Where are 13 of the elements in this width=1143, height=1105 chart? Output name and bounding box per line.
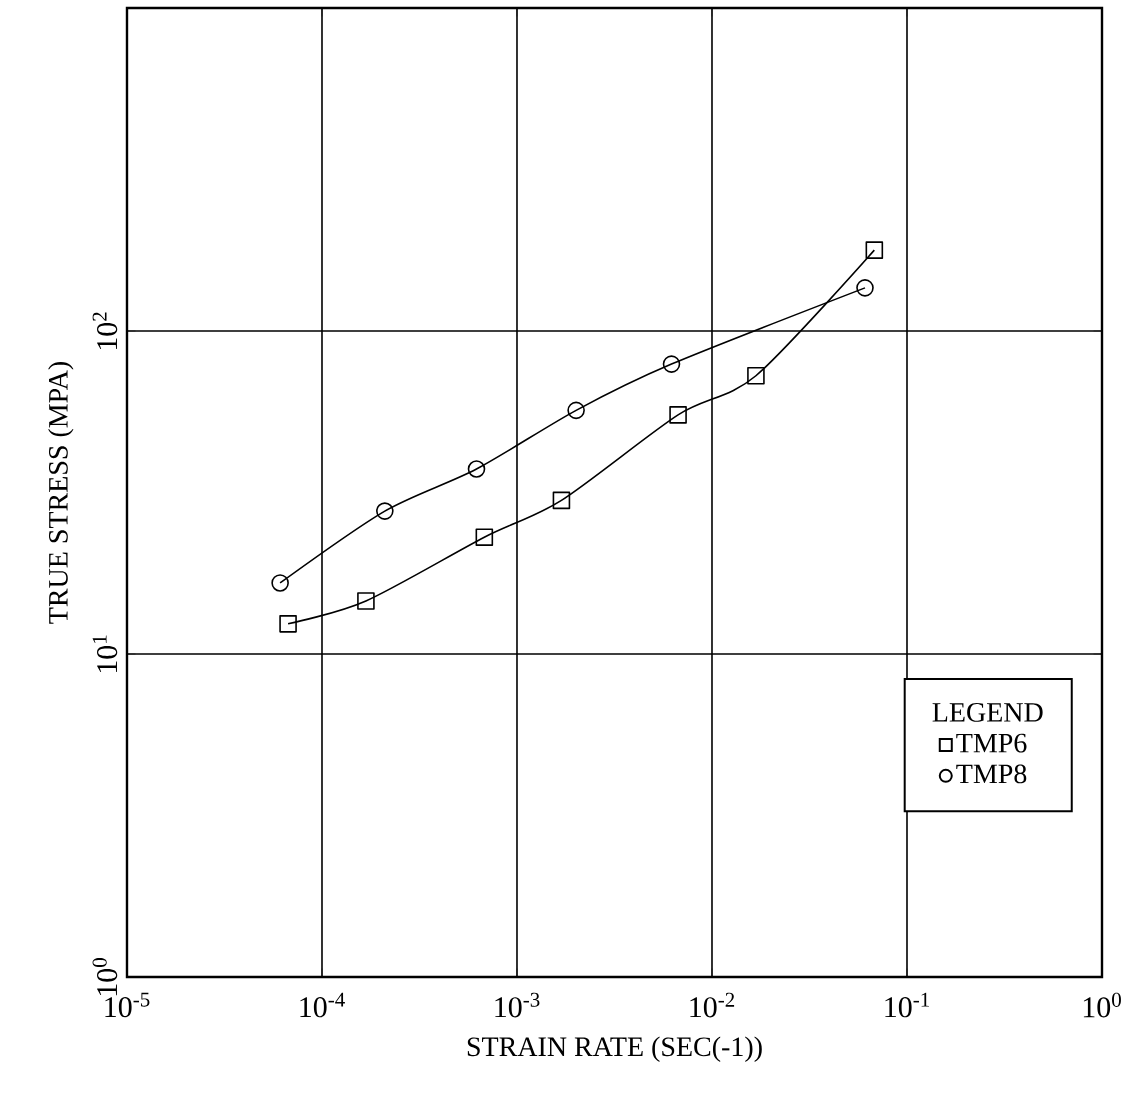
x-tick-label: 10$^{-3}$ bbox=[495, 992, 540, 1018]
legend-label: TMP8 bbox=[956, 764, 1027, 784]
y-axis-title: TRUE STRESS (MPA) bbox=[48, 362, 74, 624]
x-tick-label: 10$^{-2}$ bbox=[690, 992, 735, 1018]
legend-label: TMP6 bbox=[956, 733, 1027, 753]
y-tick-label: 10$^{1}$ bbox=[92, 635, 118, 673]
x-tick-label: 10$^{-4}$ bbox=[300, 992, 345, 1018]
x-axis-title: STRAIN RATE (SEC(-1)) bbox=[467, 1036, 762, 1062]
y-tick-label: 10$^{2}$ bbox=[92, 312, 118, 350]
x-tick-label: 10$^{-5}$ bbox=[105, 992, 150, 1018]
legend-title: LEGEND bbox=[932, 702, 1043, 722]
x-tick-label: 10$^{-1}$ bbox=[885, 992, 929, 1018]
x-tick-label: 10$^{0}$ bbox=[1083, 992, 1121, 1018]
